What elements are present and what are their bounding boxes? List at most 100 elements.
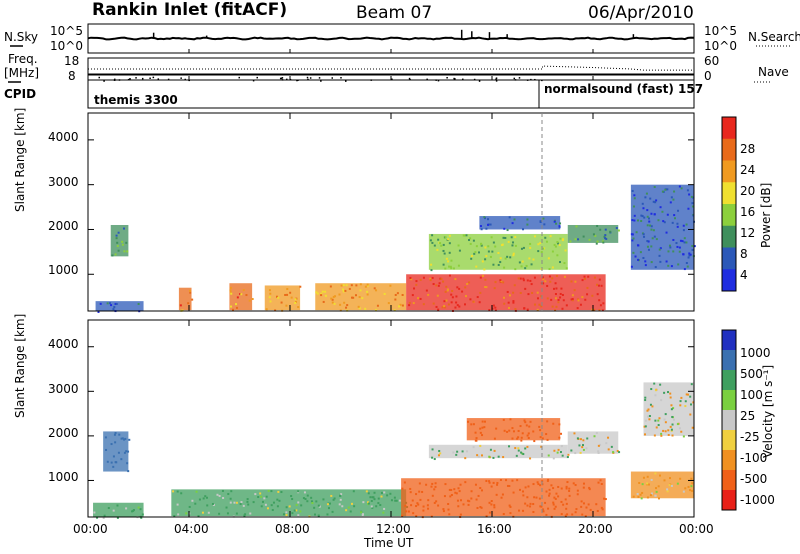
velocity-gate-cell — [118, 433, 121, 436]
power-gate-cell — [553, 220, 556, 223]
velocity-gate-cell — [442, 510, 445, 513]
velocity-gate-cell — [547, 454, 550, 457]
power-gate-cell — [691, 196, 694, 199]
velocity-gate-cell — [560, 432, 563, 435]
velocity-gate-cell — [116, 504, 119, 507]
velocity-gate-cell — [644, 425, 647, 428]
velocity-gate-cell — [574, 484, 577, 487]
power-gate-cell — [447, 238, 450, 241]
power-gate-cell — [651, 237, 654, 240]
power-region-9 — [567, 224, 620, 245]
power-gate-cell — [581, 279, 584, 282]
power-gate-cell — [443, 252, 446, 255]
velocity-gate-cell — [185, 512, 188, 515]
power-region-5 — [315, 283, 407, 312]
power-gate-cell — [559, 296, 562, 299]
power-gate-cell — [593, 276, 596, 279]
velocity-gate-cell — [493, 506, 496, 509]
velocity-gate-cell — [512, 491, 515, 494]
power-gate-cell — [433, 244, 436, 247]
velocity-gate-cell — [127, 450, 130, 453]
power-gate-cell — [235, 306, 238, 309]
velocity-gate-cell — [367, 492, 370, 495]
velocity-gate-cell — [103, 514, 106, 517]
power-gate-cell — [530, 263, 533, 266]
power-gate-cell — [573, 289, 576, 292]
velocity-gate-cell — [113, 433, 116, 436]
freq-unit-label: [MHz] — [4, 66, 40, 80]
power-gate-cell — [558, 226, 561, 229]
x-tick-2400: 00:00 — [679, 522, 714, 536]
velocity-gate-cell — [246, 500, 249, 503]
power-gate-cell — [436, 248, 439, 251]
velocity-gate-cell — [257, 496, 260, 499]
velocity-region-4 — [428, 444, 570, 461]
velocity-gate-cell — [340, 493, 343, 496]
velocity-gate-cell — [260, 505, 263, 508]
power-gate-cell — [484, 246, 487, 249]
velocity-gate-cell — [126, 462, 129, 465]
power-gate-cell — [342, 284, 345, 287]
frequency-dot — [514, 79, 517, 81]
velocity-gate-cell — [669, 477, 672, 480]
frequency-dot — [118, 79, 121, 81]
velocity-gate-cell — [508, 445, 511, 448]
velocity-gate-cell — [612, 451, 615, 454]
frequency-dot — [518, 77, 521, 79]
velocity-gate-cell — [521, 490, 524, 493]
velocity-gate-cell — [692, 401, 695, 404]
power-colorbar-swatch — [722, 269, 736, 292]
power-gate-cell — [681, 240, 684, 243]
velocity-gate-cell — [646, 409, 649, 412]
velocity-gate-cell — [566, 456, 569, 459]
power-gate-cell — [597, 284, 600, 287]
velocity-gate-cell — [128, 438, 131, 441]
power-gate-cell — [570, 298, 573, 301]
power-gate-cell — [603, 235, 606, 238]
velocity-gate-cell — [327, 507, 330, 510]
velocity-gate-cell — [575, 508, 578, 511]
power-gate-cell — [481, 274, 484, 277]
velocity-gate-cell — [488, 511, 491, 514]
power-gate-cell — [268, 289, 271, 292]
velocity-gate-cell — [676, 482, 679, 485]
velocity-colorbar-swatch — [722, 410, 736, 431]
power-gate-cell — [444, 290, 447, 293]
velocity-gate-cell — [341, 505, 344, 508]
power-gate-cell — [524, 267, 527, 270]
velocity-gate-cell — [383, 507, 386, 510]
power-colorbar — [721, 116, 737, 292]
frequency-dot — [252, 79, 255, 82]
velocity-gate-cell — [474, 439, 477, 442]
power-gate-cell — [659, 247, 662, 250]
power-gate-cell — [596, 293, 599, 296]
frequency-dot — [279, 77, 282, 80]
power-gate-cell — [555, 287, 558, 290]
power-gate-cell — [661, 210, 664, 213]
power-gate-cell — [551, 250, 554, 253]
power-gate-cell — [649, 197, 652, 200]
power-gate-cell — [295, 300, 298, 303]
power-gate-cell — [286, 293, 289, 296]
power-gate-cell — [494, 245, 497, 248]
velocity-gate-cell — [373, 491, 376, 494]
velocity-gate-cell — [265, 495, 268, 498]
nave-label: Nave — [758, 65, 789, 79]
velocity-gate-cell — [505, 479, 508, 482]
power-gate-cell — [469, 242, 472, 245]
power-gate-cell — [632, 237, 635, 240]
velocity-gate-cell — [252, 501, 255, 504]
power-region-fill — [315, 283, 407, 311]
velocity-gate-cell — [480, 489, 483, 492]
power-gate-cell — [670, 265, 673, 268]
power-gate-cell — [652, 229, 655, 232]
power-gate-cell — [524, 287, 527, 290]
frequency-dot — [318, 77, 321, 79]
velocity-gate-cell — [676, 423, 679, 426]
velocity-gate-cell — [553, 496, 556, 499]
velocity-gate-cell — [276, 498, 279, 501]
power-gate-cell — [465, 295, 468, 298]
power-gate-cell — [520, 247, 523, 250]
power-gate-cell — [564, 249, 567, 252]
velocity-gate-cell — [332, 498, 335, 501]
